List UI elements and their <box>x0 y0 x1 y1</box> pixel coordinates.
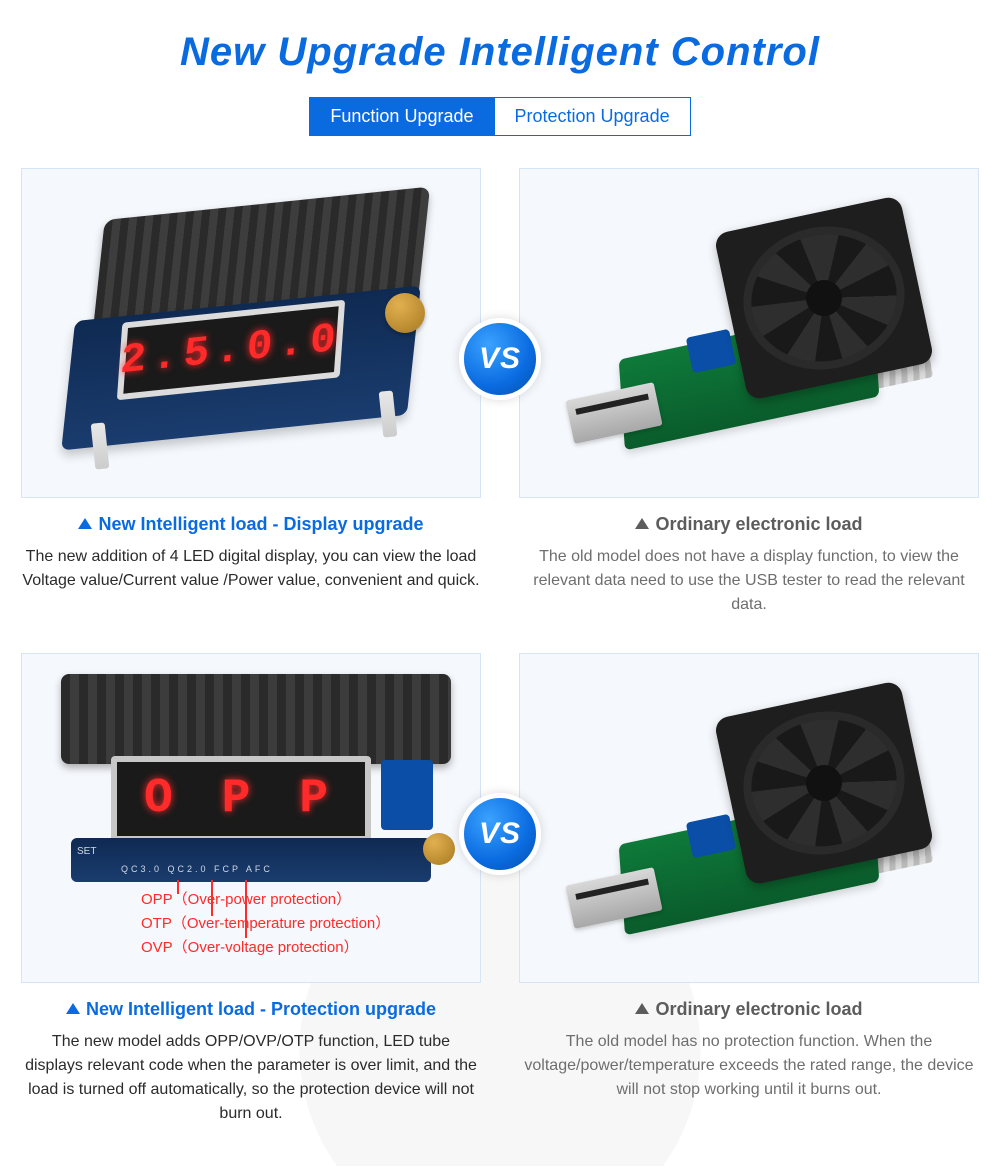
adjust-knob-icon <box>423 833 455 865</box>
image-ordinary-load-1 <box>519 168 979 498</box>
col-ordinary-2: Ordinary electronic load The old model h… <box>518 653 980 1102</box>
callout-ovp: OVP（Over-voltage protection） <box>141 936 390 960</box>
tab-protection-upgrade[interactable]: Protection Upgrade <box>494 97 691 136</box>
desc-ordinary-1: The old model does not have a display fu… <box>519 545 979 617</box>
row-protection-upgrade: VS O P P SET QC3.0 QC2.0 FCP AFC <box>20 653 980 1126</box>
col-ordinary-1: Ordinary electronic load The old model d… <box>518 168 980 617</box>
image-new-intelligent-load-display: 2.5.0.0 <box>21 168 481 498</box>
set-label: SET <box>77 846 96 857</box>
image-new-intelligent-load-protection: O P P SET QC3.0 QC2.0 FCP AFC OPP（Over-p… <box>21 653 481 983</box>
caption-new-display: New Intelligent load - Display upgrade <box>78 514 423 535</box>
led-display: O P P <box>111 756 371 842</box>
desc-ordinary-2: The old model has no protection function… <box>519 1030 979 1102</box>
caption-new-protection: New Intelligent load - Protection upgrad… <box>66 999 436 1020</box>
device-illustration: O P P SET QC3.0 QC2.0 FCP AFC OPP（Over-p… <box>41 668 461 968</box>
triangle-up-icon <box>635 1003 649 1014</box>
potentiometer-icon <box>381 760 433 830</box>
adjust-knob-icon <box>385 293 425 333</box>
caption-text: Ordinary electronic load <box>655 514 862 534</box>
col-new-display: 2.5.0.0 New Intelligent load - Display u… <box>20 168 482 593</box>
vs-badge: VS <box>459 793 541 875</box>
callout-otp: OTP（Over-temperature protection） <box>141 912 390 936</box>
callout-opp: OPP（Over-power protection） <box>141 888 390 912</box>
heatsink-icon <box>61 674 451 764</box>
col-new-protection: O P P SET QC3.0 QC2.0 FCP AFC OPP（Over-p… <box>20 653 482 1126</box>
desc-new-display: The new addition of 4 LED digital displa… <box>21 545 481 593</box>
caption-ordinary-2: Ordinary electronic load <box>635 999 862 1020</box>
triangle-up-icon <box>78 518 92 529</box>
protection-callouts: OPP（Over-power protection） OTP（Over-temp… <box>141 888 390 960</box>
comparison-rows: VS 2.5.0.0 New Intelligent load - Displa… <box>20 168 980 1126</box>
triangle-up-icon <box>635 518 649 529</box>
pcb-silkscreen-labels: QC3.0 QC2.0 FCP AFC <box>121 864 273 874</box>
device-illustration: 2.5.0.0 <box>41 183 461 483</box>
row-display-upgrade: VS 2.5.0.0 New Intelligent load - Displa… <box>20 168 980 617</box>
desc-new-protection: The new model adds OPP/OVP/OTP function,… <box>21 1030 481 1126</box>
main-title: New Upgrade Intelligent Control <box>20 30 980 75</box>
image-ordinary-load-2 <box>519 653 979 983</box>
tabs: Function Upgrade Protection Upgrade <box>20 97 980 136</box>
caption-text: Ordinary electronic load <box>655 999 862 1019</box>
page: New Upgrade Intelligent Control Function… <box>0 0 1000 1166</box>
pcb-icon <box>71 838 431 882</box>
device-illustration <box>539 183 959 483</box>
caption-text: New Intelligent load - Display upgrade <box>98 514 423 534</box>
caption-ordinary-1: Ordinary electronic load <box>635 514 862 535</box>
tab-function-upgrade[interactable]: Function Upgrade <box>309 97 493 136</box>
device-illustration <box>539 668 959 968</box>
caption-text: New Intelligent load - Protection upgrad… <box>86 999 436 1019</box>
triangle-up-icon <box>66 1003 80 1014</box>
vs-badge: VS <box>459 318 541 400</box>
